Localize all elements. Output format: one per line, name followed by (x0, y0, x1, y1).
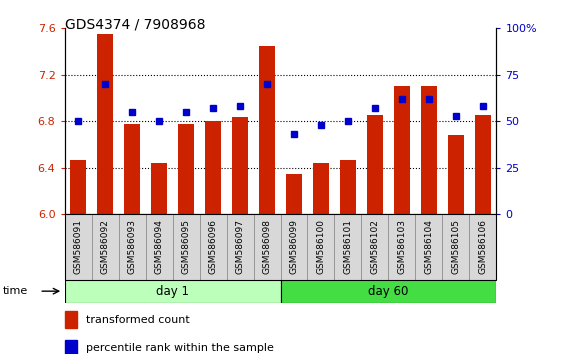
Bar (173, 214, 200, 280)
Bar (448, 135, 464, 214)
Bar (389, 214, 416, 280)
Bar (200, 214, 227, 280)
Text: GSM586099: GSM586099 (289, 219, 298, 274)
Text: GSM586097: GSM586097 (236, 219, 245, 274)
Text: percentile rank within the sample: percentile rank within the sample (86, 343, 274, 353)
Text: GSM586101: GSM586101 (343, 219, 352, 274)
Text: GSM586093: GSM586093 (127, 219, 136, 274)
Bar (475, 115, 491, 214)
Bar (65, 311, 77, 328)
Bar (70, 160, 86, 214)
Bar (227, 214, 254, 280)
Bar (361, 214, 388, 280)
Text: GSM586098: GSM586098 (263, 219, 272, 274)
Bar (443, 214, 470, 280)
Bar (313, 163, 329, 214)
Bar (65, 214, 91, 280)
Text: GSM586103: GSM586103 (398, 219, 407, 274)
Text: GSM586105: GSM586105 (452, 219, 461, 274)
Text: time: time (3, 286, 28, 296)
Bar (280, 214, 307, 280)
Bar (124, 124, 140, 214)
Bar (91, 214, 118, 280)
Text: GSM586102: GSM586102 (370, 219, 379, 274)
Text: day 60: day 60 (369, 285, 408, 298)
Bar (340, 160, 356, 214)
Bar (470, 214, 496, 280)
Text: GSM586094: GSM586094 (154, 219, 163, 274)
Bar (259, 46, 275, 214)
Bar (394, 86, 410, 214)
Text: GSM586096: GSM586096 (209, 219, 218, 274)
Bar (151, 163, 167, 214)
Bar (367, 115, 383, 214)
Bar (118, 214, 145, 280)
Text: GSM586095: GSM586095 (182, 219, 191, 274)
Text: day 1: day 1 (156, 285, 189, 298)
Bar (205, 121, 221, 214)
Bar (286, 173, 302, 214)
Bar (280, 280, 496, 303)
Bar (307, 214, 334, 280)
Text: GSM586100: GSM586100 (316, 219, 325, 274)
Text: GSM586106: GSM586106 (479, 219, 488, 274)
Bar (97, 34, 113, 214)
Bar (145, 214, 173, 280)
Bar (178, 124, 194, 214)
Bar (421, 86, 437, 214)
Bar (334, 214, 361, 280)
Text: GDS4374 / 7908968: GDS4374 / 7908968 (65, 18, 205, 32)
Bar (232, 116, 248, 214)
Bar (65, 280, 280, 303)
Bar (65, 340, 77, 354)
Text: GSM586092: GSM586092 (100, 219, 109, 274)
Text: transformed count: transformed count (86, 314, 190, 325)
Bar (254, 214, 280, 280)
Text: GSM586104: GSM586104 (425, 219, 434, 274)
Text: GSM586091: GSM586091 (73, 219, 82, 274)
Bar (416, 214, 443, 280)
